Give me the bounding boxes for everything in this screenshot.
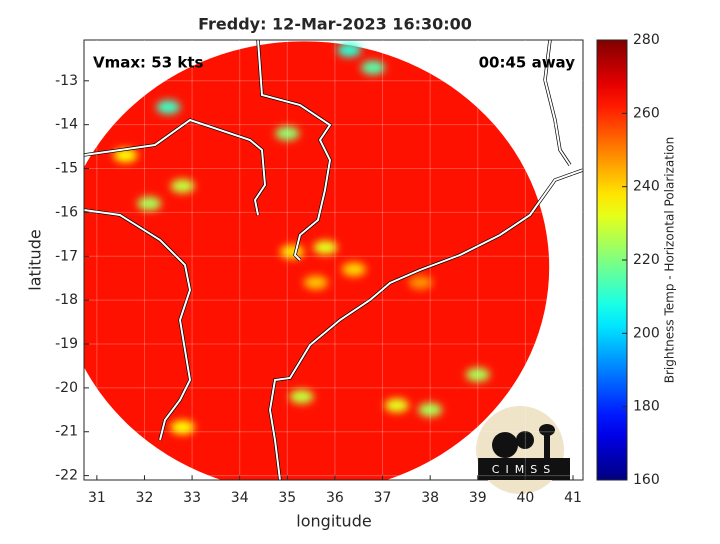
x-tick-label: 39 <box>469 490 487 506</box>
brightness-spot <box>418 402 443 417</box>
x-tick-label: 32 <box>136 490 154 506</box>
x-tick-label: 34 <box>231 490 249 506</box>
y-tick-label: -17 <box>55 248 78 264</box>
swath <box>84 41 550 480</box>
y-tick-label: -20 <box>55 380 78 396</box>
brightness-spot <box>113 148 138 163</box>
brightness-spot <box>156 100 181 115</box>
x-tick-label: 36 <box>326 490 344 506</box>
x-tick-label: 37 <box>374 490 392 506</box>
x-tick-label: 38 <box>421 490 439 506</box>
x-tick-label: 40 <box>516 490 534 506</box>
colorbar-tick-label: 220 <box>633 252 660 268</box>
logo-text: CIMSS <box>492 463 556 476</box>
x-tick-label: 31 <box>88 490 106 506</box>
y-tick-label: -13 <box>55 73 78 89</box>
colorbar-label: Brightness Temp - Horizontal Polarizatio… <box>663 137 677 384</box>
x-tick-label: 33 <box>183 490 201 506</box>
brightness-spot <box>341 262 366 277</box>
y-tick-label: -14 <box>55 117 78 133</box>
brightness-spot <box>170 179 195 194</box>
logo: CIMSS <box>476 406 570 494</box>
y-tick-label: -19 <box>55 336 78 352</box>
y-tick-label: -21 <box>55 424 78 440</box>
brightness-spot <box>275 126 300 141</box>
y-tick-label: -16 <box>55 204 78 220</box>
x-tick-label: 41 <box>564 490 582 506</box>
brightness-spot <box>303 275 328 290</box>
y-tick-label: -18 <box>55 292 78 308</box>
y-tick-label: -15 <box>55 161 78 177</box>
colorbar-tick-label: 280 <box>633 32 660 48</box>
x-axis-label: longitude <box>296 512 371 531</box>
colorbar-tick-label: 260 <box>633 105 660 121</box>
y-tick-label: -22 <box>55 468 78 484</box>
colorbar-tick-label: 200 <box>633 325 660 341</box>
annotation: 00:45 away <box>479 54 576 72</box>
colorbar-tick-label: 160 <box>633 472 660 488</box>
colorbar-tick-label: 240 <box>633 179 660 195</box>
brightness-spot <box>361 60 386 75</box>
y-axis-label: latitude <box>26 229 45 290</box>
plot-area <box>84 41 550 480</box>
colorbar-tick-label: 180 <box>633 399 660 415</box>
brightness-spot <box>289 389 314 404</box>
brightness-spot <box>337 43 362 58</box>
plot-frame <box>83 39 584 481</box>
annotation: Vmax: 53 kts <box>93 54 203 72</box>
brightness-spot <box>408 275 433 290</box>
brightness-spot <box>170 420 195 435</box>
coastlines <box>84 40 583 480</box>
x-tick-label: 35 <box>278 490 296 506</box>
brightness-spot <box>465 367 490 382</box>
brightness-spot <box>280 244 305 259</box>
chart-title: Freddy: 12-Mar-2023 16:30:00 <box>198 15 472 34</box>
brightness-spot <box>313 240 338 255</box>
brightness-spot <box>137 196 162 211</box>
brightness-spot <box>384 398 409 413</box>
spots <box>113 43 490 435</box>
